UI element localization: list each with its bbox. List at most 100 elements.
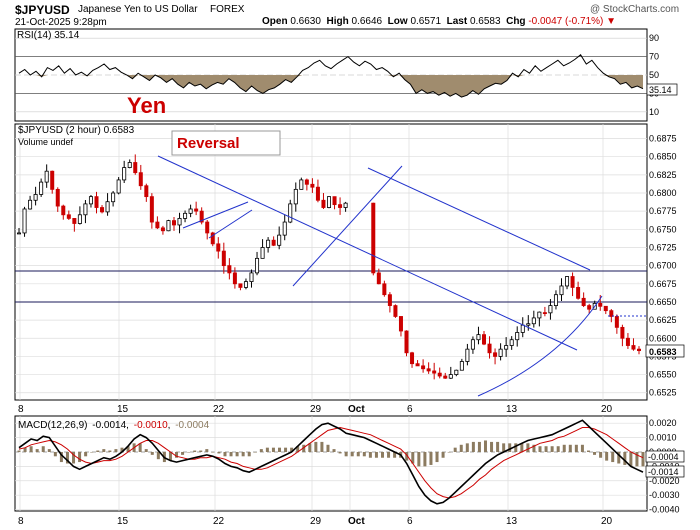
macd-hist-bar bbox=[423, 451, 427, 467]
rsi-last-box bbox=[646, 83, 678, 96]
candle-body bbox=[321, 199, 326, 208]
candle-body bbox=[44, 170, 49, 183]
rsi-oversold-fill bbox=[19, 75, 643, 98]
candle-body bbox=[299, 179, 304, 190]
candle-body bbox=[288, 203, 293, 223]
flag-line-upper bbox=[182, 201, 249, 229]
rising-trendline bbox=[292, 165, 403, 287]
macd-hist-bar bbox=[520, 443, 524, 452]
candle-body bbox=[255, 257, 260, 274]
candle-body bbox=[16, 232, 21, 235]
macd-hist-bar bbox=[471, 441, 475, 452]
macd-hist-bar bbox=[138, 443, 142, 452]
macd-hist-bar bbox=[544, 446, 548, 452]
macd-hist-bar bbox=[368, 451, 372, 458]
macd-hist-bar bbox=[574, 444, 578, 452]
candle-body bbox=[304, 179, 309, 185]
macd-hist-bar bbox=[247, 451, 251, 457]
low-label: Low bbox=[387, 16, 408, 27]
candle-body bbox=[39, 181, 44, 195]
macd-hist-bar bbox=[211, 451, 215, 453]
candle-body bbox=[205, 221, 210, 234]
candle-body bbox=[548, 305, 553, 314]
candle-body bbox=[631, 345, 636, 350]
macd-hist-bar bbox=[441, 451, 445, 458]
candle-body bbox=[149, 196, 154, 223]
candle-body bbox=[343, 202, 348, 208]
candle-body bbox=[587, 305, 592, 310]
candle-body bbox=[470, 339, 475, 350]
candle-body bbox=[504, 345, 509, 350]
macd-hist-bar bbox=[302, 444, 306, 452]
instrument-name: Japanese Yen to US Dollar bbox=[78, 4, 198, 15]
macd-line bbox=[18, 419, 644, 505]
macd-hist-bar bbox=[605, 451, 609, 461]
candle-body bbox=[88, 196, 93, 205]
candle-body bbox=[122, 167, 127, 181]
rsi-tick-label: 10 bbox=[649, 107, 659, 117]
macd-hist-bar bbox=[156, 451, 160, 460]
macd-panel: 0.00200.00100.0000-0.0010-0.0020-0.0030-… bbox=[14, 415, 685, 527]
last-value: 0.6583 bbox=[469, 16, 501, 27]
rsi-last-label: 35.14 bbox=[649, 85, 672, 95]
price-tick-label: 0.6675 bbox=[649, 279, 677, 289]
last-label: Last bbox=[446, 16, 468, 27]
candle-body bbox=[33, 194, 38, 201]
macd-hist-bar bbox=[356, 451, 360, 457]
candle-body bbox=[188, 208, 193, 214]
macd-hist-bar bbox=[453, 447, 457, 452]
macd-hist-bar bbox=[483, 440, 487, 452]
macd-hist-bar bbox=[459, 444, 463, 452]
candle-body bbox=[565, 276, 570, 287]
price-tick-label: 0.6600 bbox=[649, 333, 677, 343]
macd-hist-bar bbox=[599, 451, 603, 458]
upper-channel-line bbox=[367, 167, 591, 271]
falling-trendline bbox=[157, 155, 578, 351]
candle-body bbox=[526, 323, 531, 326]
macd-hist-bar bbox=[435, 451, 439, 463]
open-value: 0.6630 bbox=[290, 16, 321, 27]
date-label: 21-Oct-2025 9:28pm bbox=[15, 17, 107, 28]
macd-hist-bar bbox=[538, 446, 542, 452]
macd-hist-bar bbox=[556, 446, 560, 452]
macd-hist-bar bbox=[23, 447, 27, 452]
macd-last-box bbox=[645, 465, 685, 478]
macd-x-label: 15 bbox=[117, 516, 129, 527]
price-tick-label: 0.6525 bbox=[649, 388, 677, 398]
price-x-label: 20 bbox=[601, 404, 613, 415]
macd-hist-bar bbox=[350, 451, 354, 457]
macd-hist-bar bbox=[447, 451, 451, 453]
candle-body bbox=[216, 243, 221, 252]
price-x-label: 6 bbox=[407, 404, 413, 415]
candle-body bbox=[111, 192, 116, 203]
macd-hist-bar bbox=[47, 449, 51, 452]
price-last-label: 0.6583 bbox=[649, 347, 677, 357]
macd-hist-bar bbox=[284, 447, 288, 452]
candle-body bbox=[72, 218, 77, 224]
macd-hist-bar bbox=[296, 446, 300, 452]
macd-tick-label: 0.0020 bbox=[649, 418, 677, 428]
macd-hist-bar bbox=[229, 451, 233, 457]
candle-body bbox=[481, 334, 486, 345]
price-panel: 0.65250.65500.65750.66000.66250.66500.66… bbox=[14, 123, 685, 415]
macd-hist-bar bbox=[53, 451, 57, 457]
candle-body bbox=[443, 375, 448, 379]
candle-body bbox=[100, 207, 105, 213]
price-tick-label: 0.6650 bbox=[649, 297, 677, 307]
candle-body bbox=[210, 232, 215, 245]
macd-tick-label: -0.0030 bbox=[649, 490, 680, 500]
candle-body bbox=[133, 162, 138, 174]
candle-body bbox=[531, 317, 536, 325]
candle-body bbox=[515, 332, 520, 341]
macd-hist-bar bbox=[78, 451, 82, 463]
macd-last: -0.0014 bbox=[648, 467, 679, 477]
price-tick-label: 0.6700 bbox=[649, 261, 677, 271]
candle-body bbox=[537, 311, 542, 319]
price-x-label: 29 bbox=[310, 404, 322, 415]
candle-body bbox=[614, 316, 619, 328]
price-tick-label: 0.6550 bbox=[649, 370, 677, 380]
candle-body bbox=[465, 348, 470, 362]
candle-body bbox=[127, 162, 132, 168]
macd-hist-bar bbox=[526, 443, 530, 452]
